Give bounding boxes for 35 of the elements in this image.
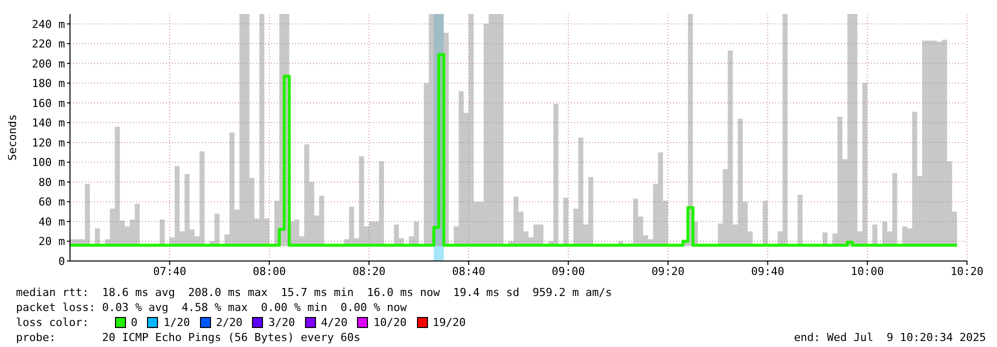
y-axis-title: Seconds — [6, 114, 19, 161]
x-tick-label: 09:00 — [552, 264, 585, 278]
y-tick-label: 240 m — [32, 18, 66, 31]
y-tick-label: 160 m — [32, 96, 66, 110]
text: packet loss: 0.03 % avg 4.58 % max 0.00 % min 0.00 % now — [16, 300, 408, 315]
x-tick-label: 08:20 — [352, 264, 386, 278]
text: 19/20 — [432, 315, 466, 330]
text: 2/20 — [216, 315, 242, 330]
x-tick-label: 09:40 — [751, 264, 784, 278]
y-tick-label: 180 m — [32, 77, 66, 90]
y-tick-label: 20 m — [38, 235, 66, 248]
text: 4/20 — [320, 315, 348, 330]
text: 0 — [130, 315, 138, 330]
text: 3/20 — [268, 315, 295, 330]
y-tick-label: 60 m — [38, 196, 66, 209]
y-tick-label: 120 m — [32, 136, 66, 150]
text: 1/20 — [163, 315, 190, 330]
y-tick-label: 220 m — [32, 38, 66, 51]
y-tick-label: 200 m — [32, 57, 66, 70]
y-tick-label: 80 m — [38, 176, 66, 189]
text: 10/20 — [373, 315, 407, 330]
x-tick-label: 08:40 — [452, 264, 486, 278]
y-tick-label: 140 m — [32, 116, 66, 130]
text: probe: 20 ICMP Echo Pings (56 Bytes) every 60s — [16, 330, 360, 345]
text: loss color: — [16, 315, 89, 330]
text: median rtt: 18.6 ms avg 208.0 ms max 15.7 ms min 16.0 ms now 19.4 ms sd 959.2 m am/s — [16, 285, 614, 300]
text: end: Wed Jul 9 10:20:34 2025 — [794, 330, 986, 345]
x-tick-label: 07:40 — [153, 264, 186, 278]
x-tick-label: 10:20 — [950, 264, 984, 278]
x-tick-label: 09:20 — [651, 264, 685, 278]
x-tick-label: 10:00 — [850, 264, 884, 278]
y-tick-label: 0 — [58, 254, 65, 268]
y-tick-label: 40 m — [38, 215, 66, 228]
y-tick-label: 100 m — [32, 156, 66, 170]
x-tick-label: 08:00 — [252, 264, 286, 278]
